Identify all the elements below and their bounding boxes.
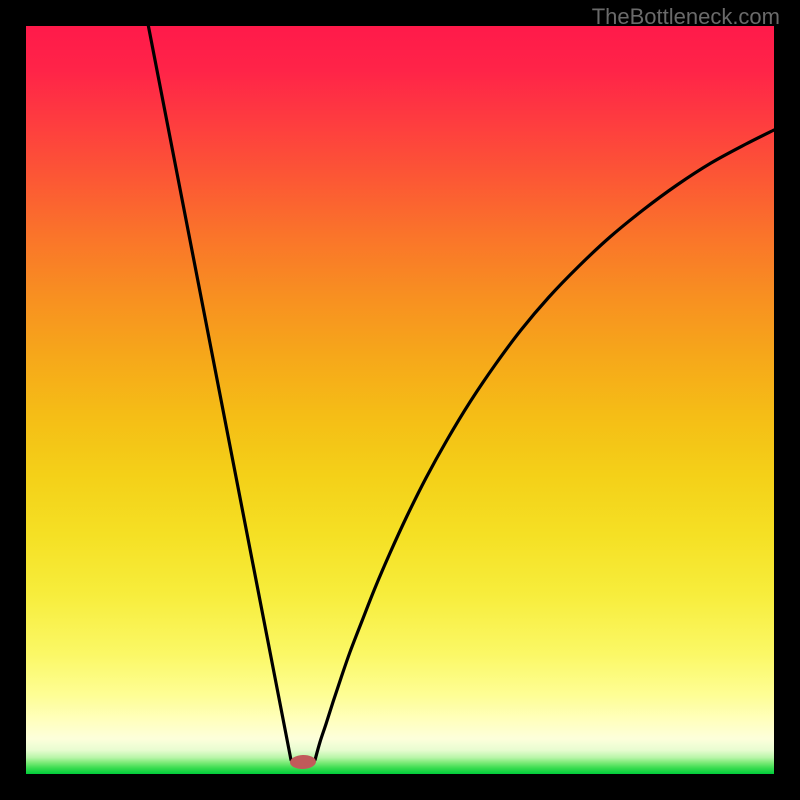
chart-container: TheBottleneck.com (0, 0, 800, 800)
bottleneck-marker (290, 755, 316, 770)
curve-layer (26, 26, 774, 774)
watermark-text: TheBottleneck.com (592, 4, 780, 30)
plot-area (26, 26, 774, 774)
left-curve (148, 26, 291, 760)
right-curve (315, 130, 774, 760)
